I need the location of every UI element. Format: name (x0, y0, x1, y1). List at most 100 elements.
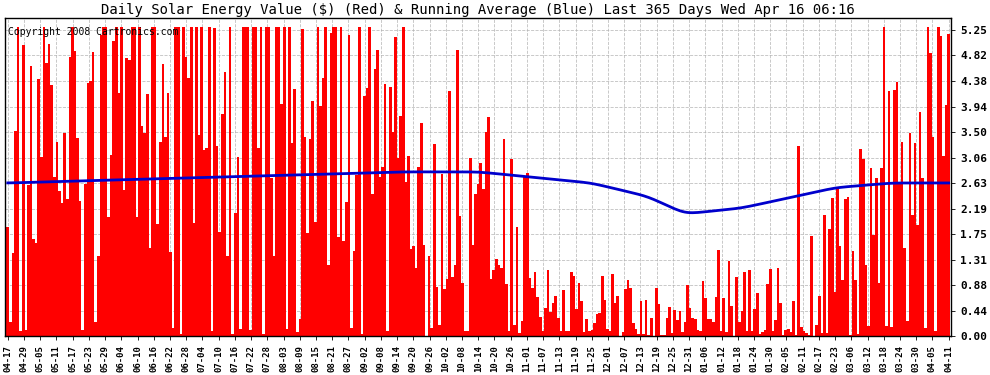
Bar (792, 302, 795, 336)
Bar (405, 182, 407, 336)
Bar (689, 308, 691, 336)
Bar (373, 69, 376, 336)
Bar (363, 96, 365, 336)
Bar (252, 27, 254, 336)
Bar (355, 175, 358, 336)
Bar (821, 333, 824, 336)
Bar (562, 290, 564, 336)
Bar (859, 148, 862, 336)
Bar (728, 261, 731, 336)
Bar (611, 273, 614, 336)
Bar (439, 325, 441, 336)
Bar (630, 288, 632, 336)
Bar (410, 249, 412, 336)
Bar (487, 117, 490, 336)
Bar (257, 148, 259, 336)
Bar (420, 123, 423, 336)
Bar (346, 202, 347, 336)
Bar (58, 191, 60, 336)
Bar (389, 87, 392, 336)
Bar (671, 333, 673, 336)
Bar (399, 116, 402, 336)
Bar (771, 331, 774, 336)
Bar (293, 89, 296, 336)
Bar (240, 329, 242, 336)
Bar (428, 256, 431, 336)
Bar (126, 58, 128, 336)
Bar (750, 331, 753, 336)
Bar (350, 328, 352, 336)
Bar (283, 27, 286, 336)
Bar (650, 318, 652, 336)
Bar (384, 84, 386, 336)
Bar (503, 139, 505, 336)
Bar (301, 29, 304, 336)
Bar (790, 332, 792, 336)
Bar (381, 167, 384, 336)
Bar (161, 64, 164, 336)
Bar (347, 35, 350, 336)
Bar (471, 244, 474, 336)
Bar (144, 133, 147, 336)
Bar (267, 27, 270, 336)
Bar (224, 72, 226, 336)
Bar (593, 322, 596, 336)
Bar (141, 126, 144, 336)
Bar (797, 146, 800, 336)
Bar (81, 330, 84, 336)
Bar (919, 111, 922, 336)
Bar (761, 332, 764, 336)
Bar (640, 300, 643, 336)
Bar (782, 334, 784, 336)
Bar (917, 225, 919, 336)
Bar (12, 253, 14, 336)
Bar (883, 27, 885, 336)
Bar (622, 332, 625, 336)
Bar (444, 288, 446, 336)
Bar (286, 328, 288, 336)
Bar (909, 132, 911, 336)
Bar (73, 51, 76, 336)
Bar (309, 139, 312, 336)
Bar (578, 283, 580, 336)
Bar (247, 27, 249, 336)
Bar (322, 78, 325, 336)
Bar (433, 144, 436, 336)
Bar (333, 27, 335, 336)
Bar (335, 27, 338, 336)
Bar (94, 322, 97, 336)
Bar (71, 27, 73, 336)
Bar (265, 27, 267, 336)
Bar (123, 190, 126, 336)
Bar (704, 298, 707, 336)
Bar (627, 279, 630, 336)
Bar (583, 332, 585, 336)
Bar (914, 143, 917, 336)
Bar (338, 237, 340, 336)
Bar (418, 168, 420, 336)
Bar (935, 331, 937, 336)
Bar (17, 27, 20, 336)
Bar (638, 334, 640, 336)
Bar (686, 285, 689, 336)
Bar (529, 278, 532, 336)
Bar (46, 63, 48, 336)
Bar (147, 94, 148, 336)
Bar (436, 287, 439, 336)
Bar (182, 27, 185, 336)
Bar (673, 310, 676, 336)
Bar (219, 232, 221, 336)
Bar (710, 320, 712, 336)
Bar (544, 308, 546, 336)
Bar (234, 213, 237, 336)
Bar (534, 272, 537, 336)
Bar (262, 334, 265, 336)
Bar (190, 27, 193, 336)
Bar (358, 27, 360, 336)
Bar (306, 233, 309, 336)
Bar (570, 272, 572, 336)
Bar (464, 332, 466, 336)
Bar (232, 334, 234, 336)
Bar (319, 106, 322, 336)
Bar (800, 327, 803, 336)
